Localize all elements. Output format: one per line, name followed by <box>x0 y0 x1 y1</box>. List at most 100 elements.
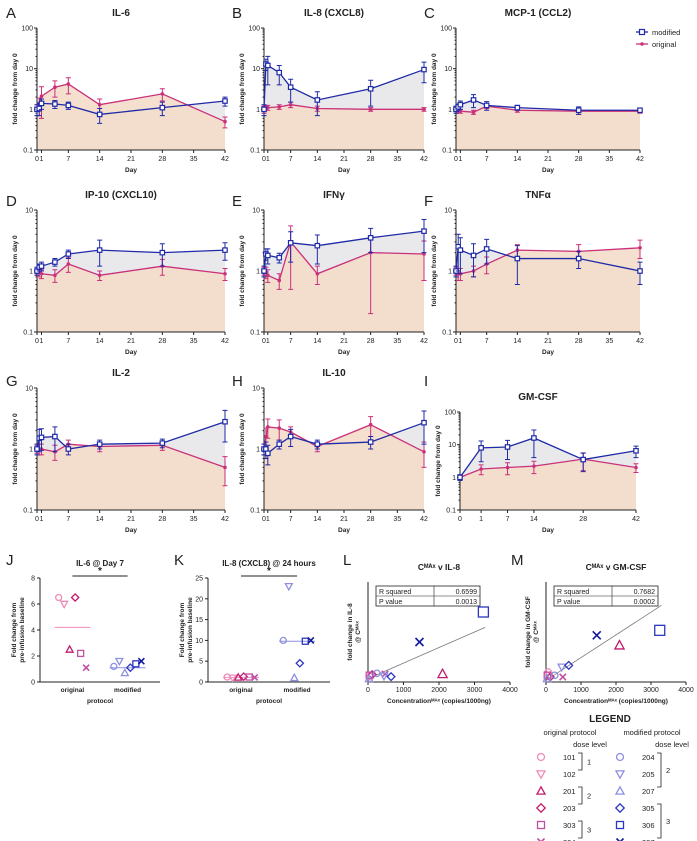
y-tick-label: 0.1 <box>250 330 260 337</box>
x-tick-label: 1 <box>266 516 270 523</box>
chart-A: 0.1 1 10 100 0 7 14 21 28 35 42 1 Day fold change fro… <box>12 8 229 174</box>
x-tick-label: 0 <box>35 516 39 523</box>
y-axis-label: Fold change from <box>11 603 18 658</box>
y-tick-label: 1 <box>256 107 260 114</box>
modified-point <box>265 450 271 457</box>
chart-C: 0.1 1 10 100 0 7 14 21 28 35 42 1 Day fold change fro… <box>431 8 644 174</box>
point-307 <box>307 636 315 644</box>
x-tick-label: 0 <box>262 156 266 163</box>
modified-point <box>65 446 72 452</box>
x-tick-label: 1 <box>40 338 44 345</box>
legend-id-304: 304 <box>563 838 576 841</box>
panel-letter-M: M <box>511 552 524 569</box>
modified-errorbar <box>457 237 463 275</box>
x-tick-label: 28 <box>158 516 166 523</box>
x-tick-label: 42 <box>221 156 229 163</box>
point-207 <box>364 673 374 683</box>
legend-id-303: 303 <box>563 821 576 830</box>
original-point <box>264 434 268 439</box>
point-102 <box>228 674 238 683</box>
legend-id-306: 306 <box>642 821 655 830</box>
modified-point <box>457 247 464 253</box>
regression-line <box>367 626 486 680</box>
original-area <box>37 444 225 510</box>
legend-dose-label-modified: dose level <box>655 740 689 749</box>
chart-F: 0.1 1 10 0 7 14 21 28 35 42 1 Day fold change from d… <box>431 190 644 356</box>
x-tick-label: 3000 <box>467 687 483 694</box>
legend-id-102: 102 <box>563 770 576 779</box>
y-tick-label: 10 <box>252 208 260 215</box>
y-tick-label: 10 <box>25 208 33 215</box>
x-tick-label: 14 <box>513 338 521 345</box>
y-tick-label: 1 <box>256 269 260 276</box>
x-tick-label: 21 <box>340 156 348 163</box>
original-area <box>456 247 640 332</box>
y-axis-label: fold change in IL-8 <box>347 603 354 661</box>
legend-original-header: original protocol <box>544 728 597 737</box>
x-tick-label: 2000 <box>431 687 447 694</box>
category-label-original: original <box>61 687 85 694</box>
modified-errorbar <box>505 439 511 461</box>
x-tick-label: 2000 <box>608 687 624 694</box>
legend-modified-header: modified protocol <box>623 728 680 737</box>
x-tick-label: 0 <box>262 516 266 523</box>
x-tick-label: 0 <box>35 156 39 163</box>
modified-point <box>531 435 537 441</box>
point-303 <box>543 671 552 680</box>
legend-id-307: 307 <box>642 838 655 841</box>
panel-letter-E: E <box>232 193 242 210</box>
point-207 <box>120 667 130 677</box>
original-point <box>368 107 373 112</box>
original-point <box>53 273 57 278</box>
chart-title: IL-8 (CXCL8) @ 24 hours <box>222 559 316 568</box>
legend-marker-207 <box>614 785 626 795</box>
r-squared-label: R squared <box>379 589 411 596</box>
panel-letter-C: C <box>424 5 435 22</box>
modified-point <box>38 100 45 107</box>
x-tick-label: 7 <box>66 338 70 345</box>
panel-letter-G: G <box>6 373 18 390</box>
modified-errorbar <box>314 234 320 265</box>
original-point <box>638 246 642 250</box>
modified-point <box>159 440 166 446</box>
legend-marker-303 <box>536 820 546 830</box>
modified-point <box>287 433 294 440</box>
point-207 <box>542 673 552 683</box>
modified-point <box>52 101 58 107</box>
modified-point <box>287 84 294 91</box>
legend-marker-102 <box>535 770 547 780</box>
point-303 <box>245 673 253 681</box>
original-point <box>368 422 373 427</box>
original-area <box>460 459 636 510</box>
x-tick-label: 21 <box>127 338 135 345</box>
x-tick-label: 7 <box>485 156 489 163</box>
y-tick-label: 0.1 <box>250 508 260 515</box>
modified-point <box>52 433 58 440</box>
legend-marker-305 <box>614 802 626 814</box>
y-tick-label: 8 <box>31 576 35 583</box>
original-point <box>479 467 483 471</box>
point-205 <box>379 672 389 682</box>
y-tick-label: 1 <box>448 269 452 276</box>
y-tick-label: 5 <box>199 659 203 666</box>
original-point <box>66 262 71 266</box>
modified-point <box>287 239 294 246</box>
x-tick-label: 28 <box>158 338 166 345</box>
modified-point <box>65 251 72 257</box>
modified-point <box>421 419 427 426</box>
significance-star: * <box>267 566 271 577</box>
y-axis-label: fold change from day 0 <box>12 53 19 125</box>
modified-point <box>457 474 463 481</box>
x-tick-label: 0 <box>262 338 266 345</box>
x-tick-label: 42 <box>636 156 644 163</box>
modified-point <box>367 85 374 92</box>
modified-point <box>96 441 103 447</box>
x-tick-label: 7 <box>66 156 70 163</box>
panel-letter-L: L <box>343 552 351 569</box>
chart-title: IFNγ <box>323 190 345 201</box>
x-tick-label: 0 <box>544 687 548 694</box>
modified-point <box>367 235 374 241</box>
modified-errorbar <box>52 426 58 453</box>
original-area <box>264 241 424 332</box>
